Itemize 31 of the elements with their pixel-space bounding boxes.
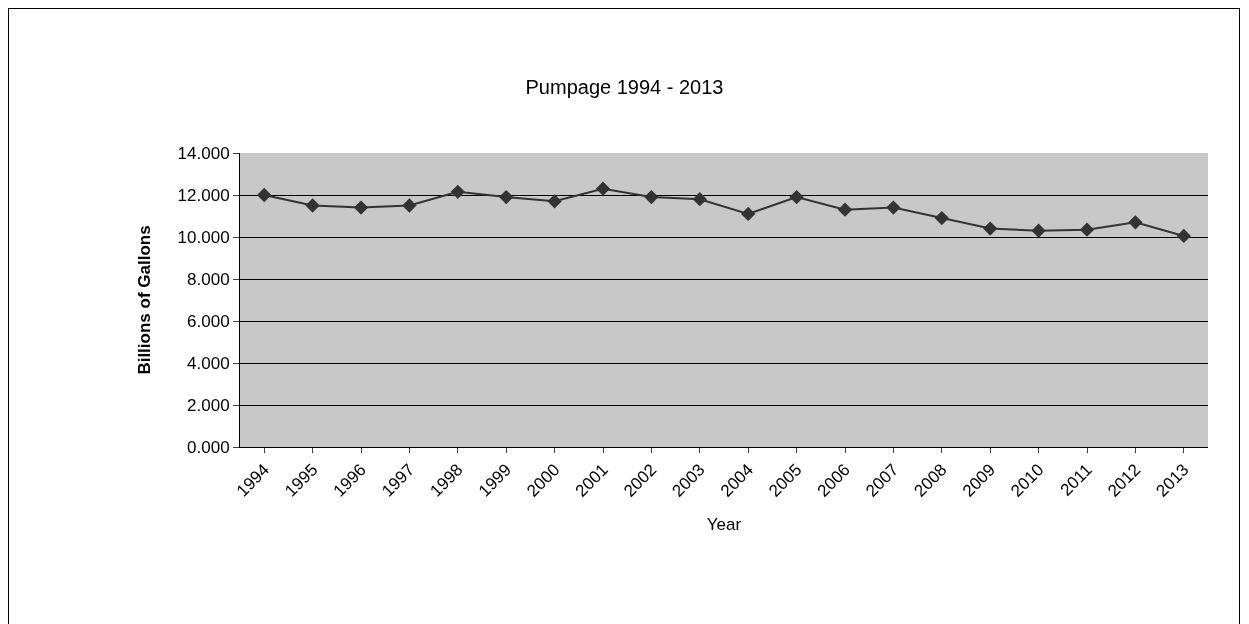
y-tick-label: 2.000 xyxy=(187,395,230,415)
point xyxy=(353,200,369,215)
point xyxy=(934,210,949,226)
y-tick-label: 4.000 xyxy=(187,353,230,373)
y-tick-label: 14.000 xyxy=(177,143,230,163)
point xyxy=(305,198,320,213)
point xyxy=(983,221,998,236)
point xyxy=(499,189,514,205)
point xyxy=(1079,222,1095,237)
point xyxy=(402,198,417,213)
y-axis-title: Billions of Gallons xyxy=(135,225,155,375)
y-tick-label: 0.000 xyxy=(187,437,230,457)
point xyxy=(1031,223,1046,238)
chart-title: Pumpage 1994 - 2013 xyxy=(525,76,724,99)
y-tick-label: 10.000 xyxy=(177,227,230,247)
point xyxy=(450,184,465,199)
y-tick-label: 12.000 xyxy=(177,185,230,205)
point xyxy=(886,200,901,215)
point xyxy=(644,189,659,205)
point xyxy=(1128,215,1143,230)
point xyxy=(789,189,804,205)
point xyxy=(692,192,707,207)
y-tick-label: 8.000 xyxy=(187,269,230,289)
x-axis-title: Year xyxy=(706,514,742,534)
y-tick-label: 6.000 xyxy=(187,311,230,331)
point xyxy=(741,206,756,222)
point xyxy=(1176,228,1191,244)
point xyxy=(595,181,611,196)
point xyxy=(257,187,272,203)
point xyxy=(547,194,562,209)
point xyxy=(837,202,853,217)
